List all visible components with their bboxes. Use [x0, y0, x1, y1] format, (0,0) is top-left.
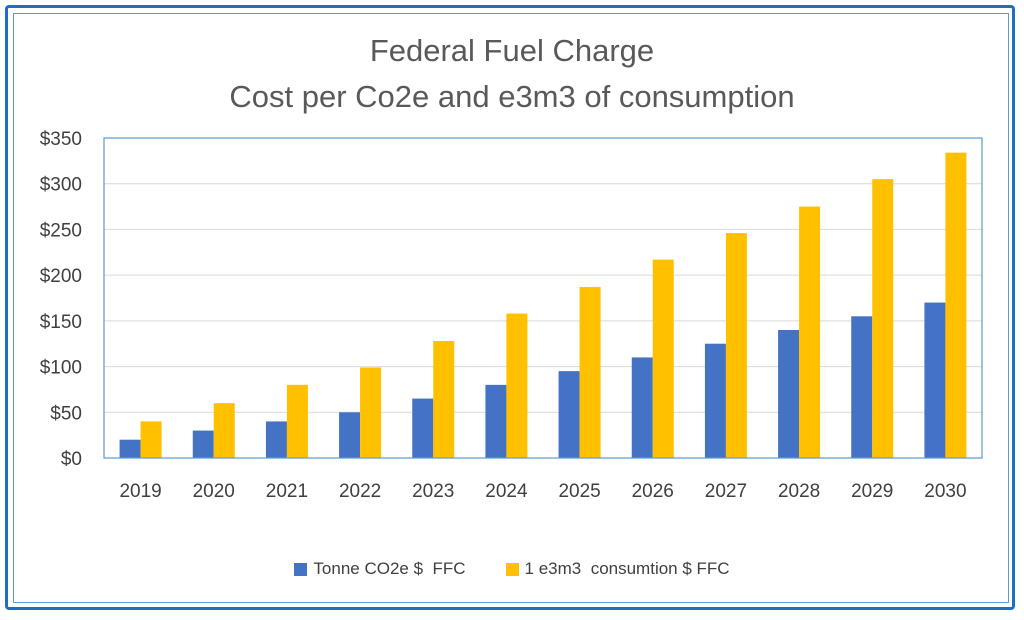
y-axis: $0 $50 $100 $150 $200 $250 $300 $350	[40, 129, 82, 470]
x-tick-label: 2019	[119, 481, 161, 502]
legend-item-e3m3: 1 e3m3 consumtion $ FFC	[505, 559, 730, 579]
bar-tonne-co2e	[851, 316, 873, 458]
x-tick-label: 2025	[558, 481, 600, 502]
legend-label-tonne: Tonne CO2e $ FFC	[313, 559, 466, 578]
y-tick-label: $250	[40, 220, 82, 241]
inner-border	[13, 13, 1009, 603]
bar-tonne-co2e	[485, 384, 507, 458]
bar-e3m3-consumption	[725, 233, 747, 458]
x-tick-label: 2023	[412, 481, 454, 502]
bar-e3m3-consumption	[579, 287, 601, 458]
y-tick-label: $50	[50, 403, 82, 424]
chart-title: Federal Fuel Charge	[369, 33, 655, 68]
bar-tonne-co2e	[558, 371, 580, 458]
x-tick-label: 2030	[924, 481, 966, 502]
legend-swatch-tonne	[294, 562, 308, 576]
x-tick-label: 2024	[485, 481, 528, 502]
bar-tonne-co2e	[704, 343, 726, 458]
legend-swatch-e3m3	[505, 562, 519, 576]
bar-e3m3-consumption	[286, 384, 308, 458]
y-tick-label: $200	[40, 266, 82, 287]
legend: Tonne CO2e $ FFC 1 e3m3 consumtion $ FFC	[0, 559, 1024, 579]
bar-e3m3-consumption	[506, 313, 528, 458]
y-tick-label: $350	[40, 129, 82, 150]
bar-e3m3-consumption	[799, 206, 821, 458]
bar-e3m3-consumption	[433, 340, 455, 458]
y-tick-label: $0	[61, 449, 82, 470]
x-tick-label: 2029	[851, 481, 893, 502]
bar-e3m3-consumption	[872, 179, 894, 458]
bar-e3m3-consumption	[360, 367, 382, 458]
chart-subtitle: Cost per Co2e and e3m3 of consumption	[229, 79, 795, 114]
bar-e3m3-consumption	[213, 403, 235, 458]
x-tick-label: 2021	[266, 481, 308, 502]
x-tick-label: 2026	[632, 481, 674, 502]
bar-e3m3-consumption	[652, 259, 674, 458]
bar-tonne-co2e	[631, 357, 653, 458]
legend-item-tonne: Tonne CO2e $ FFC	[294, 559, 466, 579]
bar-tonne-co2e	[412, 398, 434, 458]
bar-tonne-co2e	[924, 302, 946, 458]
x-axis: 2019 2020 2021 2022 2023 2024 2025 2026 2027 2028…	[104, 457, 982, 502]
x-tick-label: 2022	[339, 481, 381, 502]
bar-e3m3-consumption	[945, 152, 967, 458]
bar-e3m3-consumption	[140, 421, 162, 458]
y-tick-label: $300	[40, 175, 82, 196]
outer-border	[5, 5, 1015, 610]
bar-tonne-co2e	[192, 430, 214, 458]
bar-tonne-co2e	[339, 412, 361, 458]
bar-tonne-co2e	[119, 439, 141, 458]
x-tick-label: 2020	[193, 481, 235, 502]
bars	[119, 152, 967, 458]
y-tick-label: $150	[40, 312, 82, 333]
bar-tonne-co2e	[265, 421, 287, 458]
y-tick-label: $100	[40, 358, 82, 379]
gridlines	[104, 137, 982, 459]
x-tick-label: 2028	[778, 481, 820, 502]
legend-label-e3m3: 1 e3m3 consumtion $ FFC	[524, 559, 730, 578]
plot-area-border	[103, 137, 983, 459]
x-tick-label: 2027	[705, 481, 747, 502]
bar-tonne-co2e	[778, 330, 800, 458]
